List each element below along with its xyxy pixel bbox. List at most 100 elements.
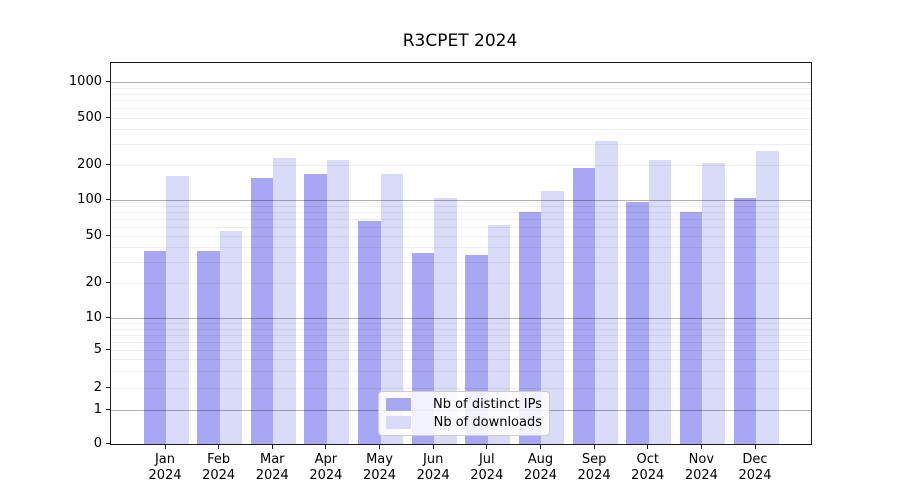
bar-downloads-aug — [541, 191, 564, 444]
x-tick-oct — [647, 444, 649, 449]
y-tick-50 — [106, 234, 111, 236]
bar-ips-sep — [572, 167, 596, 444]
bar-ips-dec — [733, 198, 756, 444]
gridline-800 — [111, 93, 811, 95]
x-tick-nov — [700, 444, 702, 449]
y-tick-5 — [106, 349, 111, 351]
year-label: 2024 — [148, 468, 182, 483]
year-label: 2024 — [416, 468, 450, 483]
month-label: Dec — [742, 452, 768, 467]
bar-ips-feb — [197, 250, 220, 444]
x-tick-aug — [539, 444, 541, 449]
y-tick-label-200: 200 — [77, 156, 102, 172]
y-tick-label-1000: 1000 — [68, 74, 102, 90]
bar-downloads-oct — [648, 160, 672, 444]
bar-downloads-sep — [595, 141, 618, 444]
x-tick-jun — [432, 444, 434, 449]
bar-downloads-mar — [273, 158, 296, 444]
chart-title: R3CPET 2024 — [402, 31, 518, 51]
month-label: Oct — [636, 452, 659, 467]
legend-label-downloads: Nb of downloads — [433, 415, 542, 430]
y-tick-10 — [106, 317, 111, 319]
x-tick-label-dec: Dec 2024 — [723, 452, 787, 484]
x-tick-dec — [754, 444, 756, 449]
y-tick-label-10: 10 — [85, 310, 102, 326]
x-tick-label-feb: Feb 2024 — [187, 452, 251, 484]
x-tick-label-aug: Aug 2024 — [508, 452, 572, 484]
y-tick-label-20: 20 — [85, 274, 102, 290]
y-tick-0 — [106, 442, 111, 444]
month-label: Nov — [688, 452, 715, 467]
bar-downloads-nov — [702, 163, 725, 444]
x-tick-label-oct: Oct 2024 — [616, 452, 680, 484]
bar-downloads-dec — [756, 150, 779, 444]
x-tick-jan — [164, 444, 166, 449]
bar-downloads-feb — [219, 230, 243, 444]
bar-ips-mar — [250, 177, 274, 444]
x-tick-feb — [218, 444, 220, 449]
x-tick-apr — [325, 444, 327, 449]
x-tick-label-mar: Mar 2024 — [240, 452, 304, 484]
year-label: 2024 — [738, 468, 772, 483]
year-label: 2024 — [523, 468, 557, 483]
y-tick-200 — [106, 163, 111, 165]
x-tick-jul — [486, 444, 488, 449]
y-tick-2 — [106, 387, 111, 389]
bar-downloads-jan — [166, 176, 189, 444]
year-label: 2024 — [631, 468, 665, 483]
year-label: 2024 — [309, 468, 343, 483]
gridline-900 — [111, 87, 811, 89]
x-tick-label-may: May 2024 — [348, 452, 412, 484]
legend: Nb of distinct IPs Nb of downloads — [378, 391, 550, 436]
x-tick-label-nov: Nov 2024 — [669, 452, 733, 484]
legend-item-distinct-ips: Nb of distinct IPs — [386, 397, 542, 412]
bar-ips-oct — [626, 202, 649, 444]
y-tick-label-50: 50 — [85, 227, 102, 243]
x-tick-label-apr: Apr 2024 — [294, 452, 358, 484]
x-tick-label-jul: Jul 2024 — [455, 452, 519, 484]
gridline-300 — [111, 143, 811, 145]
bar-ips-jan — [143, 250, 166, 444]
year-label: 2024 — [577, 468, 611, 483]
plot-area — [110, 62, 812, 445]
y-tick-label-0: 0 — [93, 435, 102, 451]
month-label: Jan — [154, 452, 176, 467]
legend-swatch-downloads — [386, 416, 411, 429]
year-label: 2024 — [470, 468, 504, 483]
month-label: Feb — [207, 452, 231, 467]
y-tick-label-500: 500 — [77, 109, 102, 125]
legend-swatch-distinct-ips — [386, 398, 411, 411]
legend-item-downloads: Nb of downloads — [386, 415, 542, 430]
month-label: Aug — [527, 452, 554, 467]
bar-ips-may — [358, 220, 381, 444]
bar-ips-nov — [679, 212, 703, 444]
y-tick-100 — [106, 199, 111, 201]
year-label: 2024 — [202, 468, 236, 483]
bar-ips-apr — [304, 174, 327, 444]
x-tick-sep — [593, 444, 595, 449]
gridline-600 — [111, 108, 811, 110]
x-tick-label-sep: Sep 2024 — [562, 452, 626, 484]
bar-downloads-apr — [326, 160, 350, 444]
x-tick-may — [379, 444, 381, 449]
month-label: Jul — [478, 452, 495, 467]
y-tick-label-1: 1 — [93, 402, 102, 418]
gridline-700 — [111, 100, 811, 102]
y-tick-label-100: 100 — [77, 192, 102, 208]
gridline-400 — [111, 129, 811, 131]
month-label: May — [366, 452, 393, 467]
bar-downloads-jul — [487, 225, 511, 444]
legend-label-distinct-ips: Nb of distinct IPs — [433, 397, 542, 412]
gridline-500 — [111, 117, 811, 119]
y-tick-1000 — [106, 81, 111, 83]
y-tick-500 — [106, 116, 111, 118]
y-tick-label-5: 5 — [93, 342, 102, 358]
year-label: 2024 — [684, 468, 718, 483]
month-label: Sep — [581, 452, 607, 467]
y-tick-1 — [106, 409, 111, 411]
year-label: 2024 — [255, 468, 289, 483]
x-tick-label-jun: Jun 2024 — [401, 452, 465, 484]
x-tick-label-jan: Jan 2024 — [133, 452, 197, 484]
bar-ips-aug — [518, 212, 542, 444]
month-label: Apr — [314, 452, 338, 467]
